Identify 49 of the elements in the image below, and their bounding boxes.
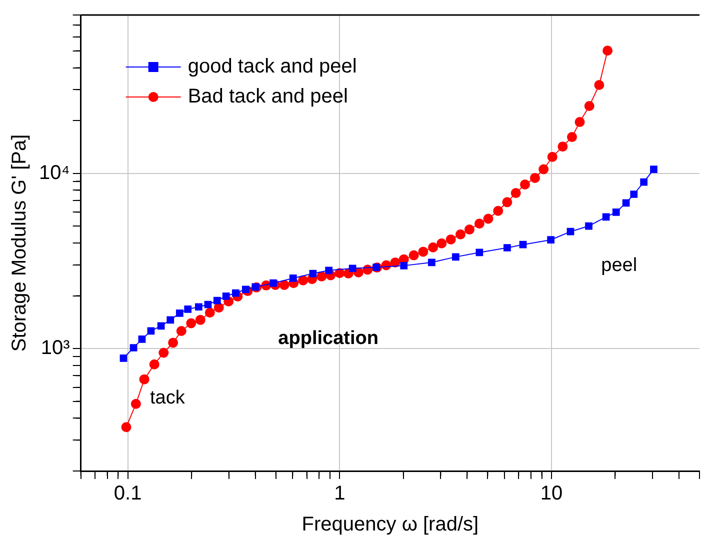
point bbox=[408, 250, 419, 260]
point bbox=[594, 80, 604, 90]
point bbox=[130, 398, 141, 409]
y-axis-title: Storage Modulus G' [Pa] bbox=[8, 134, 31, 352]
point bbox=[242, 286, 250, 294]
point bbox=[566, 132, 577, 142]
point bbox=[538, 164, 549, 174]
x-tick-label: 0.1 bbox=[114, 482, 142, 505]
point bbox=[574, 117, 585, 128]
point bbox=[493, 206, 504, 216]
point bbox=[584, 101, 594, 111]
annotation: peel bbox=[601, 255, 638, 276]
point bbox=[176, 326, 186, 336]
point bbox=[149, 359, 160, 370]
point bbox=[464, 224, 474, 235]
point bbox=[474, 218, 484, 229]
legend-label: Bad tack and peel bbox=[188, 86, 348, 108]
annotation: application bbox=[278, 328, 378, 349]
point bbox=[214, 302, 224, 313]
point bbox=[520, 179, 530, 190]
point bbox=[168, 338, 178, 348]
point bbox=[158, 348, 169, 358]
point bbox=[428, 242, 438, 252]
point bbox=[195, 314, 206, 325]
point bbox=[547, 152, 558, 162]
point bbox=[139, 374, 150, 384]
y-tick-label: 10⁴ bbox=[38, 162, 70, 184]
point bbox=[186, 318, 196, 328]
point bbox=[510, 188, 521, 198]
point bbox=[602, 46, 613, 56]
point bbox=[558, 142, 568, 152]
x-axis-title: Frequency ω [rad/s] bbox=[302, 514, 479, 536]
point bbox=[316, 271, 327, 282]
point bbox=[436, 238, 447, 248]
point bbox=[418, 246, 428, 257]
point bbox=[455, 229, 466, 240]
point bbox=[483, 214, 494, 224]
x-tick-label: 10 bbox=[540, 482, 563, 505]
legend-label: good tack and peel bbox=[188, 56, 357, 78]
point bbox=[121, 422, 132, 432]
point bbox=[502, 197, 512, 208]
point bbox=[446, 234, 456, 244]
y-tick-label: 10³ bbox=[40, 337, 70, 360]
point bbox=[530, 172, 540, 183]
point bbox=[279, 280, 290, 290]
point bbox=[204, 308, 215, 318]
annotation: tack bbox=[150, 387, 186, 408]
x-tick-label: 1 bbox=[334, 482, 346, 505]
point bbox=[298, 275, 308, 286]
